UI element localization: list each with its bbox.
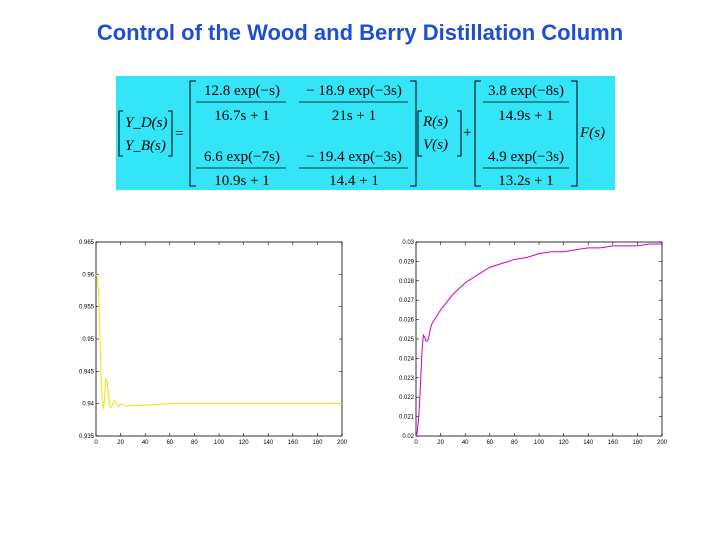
transfer-function-equation: Y_D(s) Y_B(s) = 12.8 exp(−s) 16.7s + 1 −… bbox=[116, 76, 615, 190]
plus-sign: + bbox=[463, 125, 471, 141]
input-top: R(s) bbox=[422, 114, 448, 130]
yb-y-tick-label: 0.025 bbox=[399, 337, 415, 343]
d2-numerator: 4.9 exp(−3s) bbox=[488, 149, 564, 165]
yd-y-tick-label: 0.94 bbox=[82, 402, 94, 408]
yd-y-tick-label: 0.96 bbox=[82, 272, 94, 278]
yb-plot-frame bbox=[415, 241, 663, 437]
g22-denominator: 14.4 + 1 bbox=[329, 173, 379, 189]
dmatrix-bracket-right bbox=[571, 80, 578, 187]
yb-x-tick-label: 100 bbox=[534, 440, 545, 446]
g12-denominator: 21s + 1 bbox=[332, 108, 376, 124]
yb-y-tick-label: 0.024 bbox=[399, 356, 415, 362]
yd-x-tick-label: 160 bbox=[288, 440, 299, 446]
g11-denominator: 16.7s + 1 bbox=[214, 108, 270, 124]
equation-graphic: Y_D(s) Y_B(s) = 12.8 exp(−s) 16.7s + 1 −… bbox=[118, 80, 605, 189]
yd-y-tick-label: 0.945 bbox=[79, 369, 95, 375]
yb-y-tick-label: 0.029 bbox=[399, 259, 415, 265]
disturbance: F(s) bbox=[579, 125, 605, 141]
yb-y-tick-label: 0.02 bbox=[402, 434, 414, 440]
yd-x-tick-label: 200 bbox=[337, 440, 348, 446]
yb-x-tick-label: 140 bbox=[583, 440, 594, 446]
yd-y-tick-label: 0.955 bbox=[79, 305, 95, 311]
yb-x-tick-label: 60 bbox=[486, 440, 493, 446]
yb-y-tick-label: 0.026 bbox=[399, 318, 415, 324]
g11-numerator: 12.8 exp(−s) bbox=[204, 83, 280, 99]
yd-y-tick-label: 0.95 bbox=[82, 337, 94, 343]
lhs-bottom: Y_B(s) bbox=[125, 138, 166, 154]
distillate-composition-chart: 0 20 40 60 80 100 120 140 160 180 200 0.935 0.94 0.94… bbox=[79, 240, 348, 446]
yd-x-tick-label: 40 bbox=[142, 440, 149, 446]
yd-x-tick-label: 100 bbox=[214, 440, 225, 446]
yb-y-tick-label: 0.021 bbox=[399, 415, 415, 421]
yb-x-tick-label: 40 bbox=[462, 440, 469, 446]
lhs-top: Y_D(s) bbox=[125, 115, 168, 131]
slide-title: Control of the Wood and Berry Distillati… bbox=[96, 20, 624, 45]
yb-series-line bbox=[415, 243, 662, 437]
yd-series-line bbox=[95, 274, 342, 409]
input-bracket-left bbox=[417, 110, 422, 157]
input-bottom: V(s) bbox=[423, 137, 448, 153]
yd-x-tick-label: 0 bbox=[94, 440, 98, 446]
yd-x-tick-label: 180 bbox=[312, 440, 323, 446]
yb-y-tick-label: 0.03 bbox=[402, 240, 414, 246]
yd-y-tick-label: 0.935 bbox=[79, 434, 95, 440]
yb-x-tick-label: 20 bbox=[437, 440, 444, 446]
g12-numerator: − 18.9 exp(−3s) bbox=[306, 83, 402, 99]
yb-y-tick-label: 0.027 bbox=[399, 298, 415, 304]
yb-x-tick-label: 180 bbox=[632, 440, 643, 446]
g22-numerator: − 19.4 exp(−3s) bbox=[306, 149, 402, 165]
yb-y-tick-label: 0.023 bbox=[399, 376, 415, 382]
d2-denominator: 13.2s + 1 bbox=[498, 173, 554, 189]
yb-x-tick-label: 0 bbox=[414, 440, 418, 446]
yb-y-tick-label: 0.028 bbox=[399, 279, 415, 285]
yd-x-tick-label: 120 bbox=[239, 440, 250, 446]
d1-numerator: 3.8 exp(−8s) bbox=[488, 83, 564, 99]
yb-x-tick-label: 160 bbox=[608, 440, 619, 446]
lhs-bracket-left bbox=[118, 110, 123, 157]
yb-x-tick-label: 120 bbox=[559, 440, 570, 446]
yd-x-tick-label: 60 bbox=[166, 440, 173, 446]
dmatrix-bracket-left bbox=[474, 80, 481, 187]
bottoms-composition-chart: 0 20 40 60 80 100 120 140 160 180 200 0.02 0.021 0.02… bbox=[399, 240, 668, 446]
lhs-bracket-right bbox=[168, 110, 173, 157]
yb-x-tick-label: 80 bbox=[511, 440, 518, 446]
gmatrix-bracket-left bbox=[189, 80, 196, 187]
yd-y-tick-label: 0.965 bbox=[79, 240, 95, 246]
g21-numerator: 6.6 exp(−7s) bbox=[204, 149, 280, 165]
yd-x-tick-label: 80 bbox=[191, 440, 198, 446]
g21-denominator: 10.9s + 1 bbox=[214, 173, 270, 189]
yd-x-tick-label: 20 bbox=[117, 440, 124, 446]
equals-sign: = bbox=[175, 126, 183, 142]
yb-y-tick-label: 0.022 bbox=[399, 395, 415, 401]
yd-plot-frame bbox=[95, 241, 343, 437]
yd-x-tick-label: 140 bbox=[263, 440, 274, 446]
d1-denominator: 14.9s + 1 bbox=[498, 108, 554, 124]
input-bracket-right bbox=[457, 110, 462, 157]
yb-x-tick-label: 200 bbox=[657, 440, 668, 446]
gmatrix-bracket-right bbox=[410, 80, 417, 187]
